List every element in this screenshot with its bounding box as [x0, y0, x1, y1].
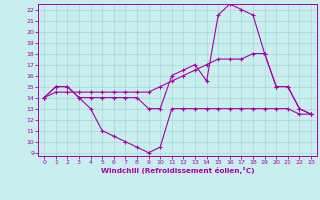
X-axis label: Windchill (Refroidissement éolien,°C): Windchill (Refroidissement éolien,°C)	[101, 167, 254, 174]
